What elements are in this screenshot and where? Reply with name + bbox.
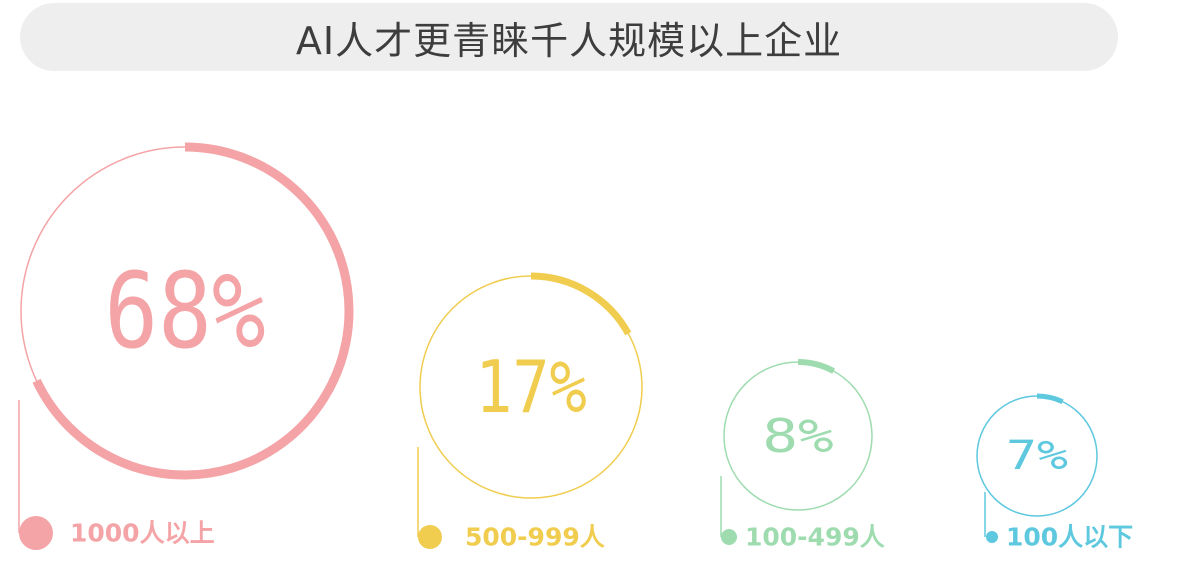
value-arc-2 xyxy=(797,359,836,374)
category-label-2: 100-499人 xyxy=(745,523,885,552)
page-title: AI人才更青睐千人规模以上企业 xyxy=(295,18,843,63)
category-label-3: 100人以下 xyxy=(1006,523,1133,552)
percent-label-0: 68% xyxy=(104,250,265,372)
legend-dot-3 xyxy=(986,531,998,543)
value-arc-1 xyxy=(530,272,632,336)
legend-dot-2 xyxy=(721,529,737,545)
percent-label-1: 17% xyxy=(475,345,587,429)
percent-label-2: 8% xyxy=(762,409,833,463)
legend-dot-1 xyxy=(418,525,442,549)
category-label-0: 1000人以上 xyxy=(70,519,215,548)
legend-dot-0 xyxy=(19,516,53,550)
value-arc-3 xyxy=(1036,393,1064,405)
percent-label-3: 7% xyxy=(1006,433,1068,479)
category-label-1: 500-999人 xyxy=(465,523,605,552)
title-banner: AI人才更青睐千人规模以上企业 xyxy=(20,3,1118,71)
value-arc-0 xyxy=(32,142,354,480)
